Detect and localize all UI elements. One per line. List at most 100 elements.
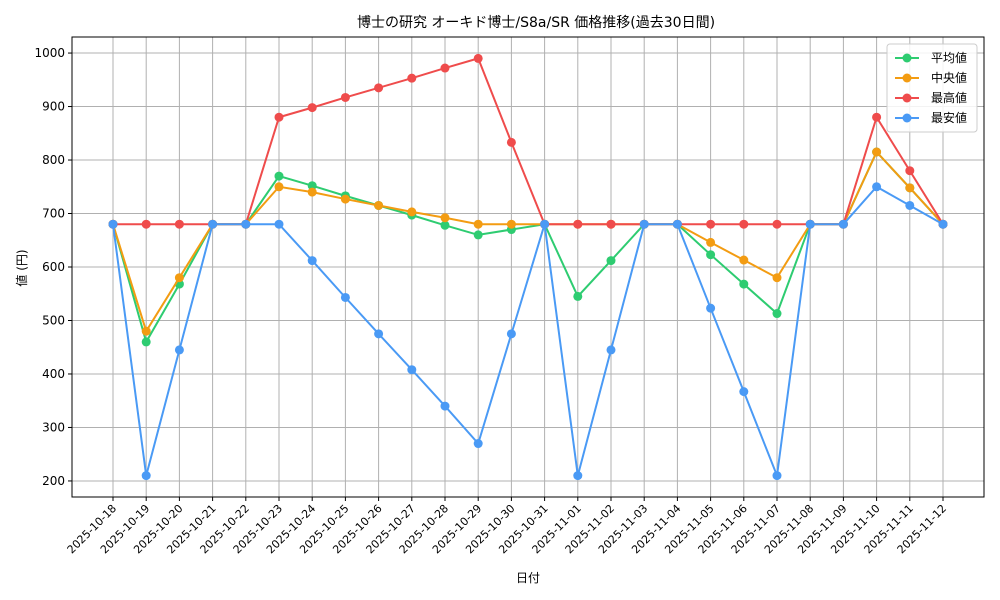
data-point (739, 255, 749, 265)
data-point (838, 219, 848, 229)
series-line (112, 150, 944, 345)
data-point (174, 219, 184, 229)
data-point (606, 345, 616, 355)
data-point (374, 83, 384, 93)
data-point (241, 219, 251, 229)
data-point (573, 219, 583, 229)
data-point (473, 219, 483, 229)
legend-label: 平均値 (931, 50, 967, 65)
data-point (407, 73, 417, 83)
data-point (573, 471, 583, 481)
data-point (274, 112, 284, 122)
legend-swatch-marker (902, 73, 912, 83)
series-line (112, 150, 944, 334)
grid (72, 37, 984, 497)
data-point (805, 219, 815, 229)
legend-swatch-marker (902, 113, 912, 123)
y-axis: 200 300 400 500 600 700 800 900 1000 (34, 46, 72, 488)
data-point (672, 219, 682, 229)
data-point (307, 181, 317, 191)
data-point (340, 292, 350, 302)
data-point (706, 237, 716, 247)
data-point (739, 279, 749, 289)
data-point (905, 183, 915, 193)
data-point (772, 273, 782, 283)
y-tick-label: 700 (42, 207, 65, 221)
legend-box (886, 43, 978, 133)
data-point (706, 250, 716, 260)
data-point (440, 401, 450, 411)
y-tick-label: 500 (42, 313, 65, 327)
data-point (473, 230, 483, 240)
data-point (473, 439, 483, 449)
chart-title: 博士の研究 オーキド博士/S8a/SR 価格推移(過去30日間) (357, 14, 715, 31)
y-tick-label: 300 (42, 420, 65, 434)
data-point (141, 471, 151, 481)
y-tick-label: 800 (42, 153, 65, 167)
data-point (141, 337, 151, 347)
data-point (872, 182, 882, 192)
data-point (440, 213, 450, 223)
series-2 (108, 53, 948, 229)
legend-swatch-marker (902, 93, 912, 103)
data-point (506, 329, 516, 339)
data-point (872, 147, 882, 157)
data-point (639, 219, 649, 229)
data-point (274, 219, 284, 229)
data-point (407, 365, 417, 375)
series-line (113, 57, 944, 226)
data-point (440, 220, 450, 230)
data-point (274, 182, 284, 192)
y-tick-label: 200 (42, 474, 65, 488)
data-point (307, 256, 317, 266)
data-point (706, 219, 716, 229)
series-3 (108, 182, 948, 481)
data-point (905, 200, 915, 210)
data-point (141, 326, 151, 336)
legend-swatch-marker (902, 53, 912, 63)
data-point (340, 92, 350, 102)
data-point (872, 112, 882, 122)
data-point (141, 219, 151, 229)
x-axis: 2025-10-182025-10-192025-10-202025-10-21… (65, 497, 949, 556)
data-point (606, 219, 616, 229)
y-tick-label: 900 (42, 100, 65, 114)
data-point (772, 309, 782, 319)
data-point (340, 194, 350, 204)
data-point (307, 103, 317, 113)
series-1 (108, 147, 948, 336)
data-point (739, 219, 749, 229)
legend-label: 中央値 (931, 70, 967, 85)
data-point (108, 219, 118, 229)
series-group (108, 53, 948, 481)
data-point (772, 471, 782, 481)
data-point (573, 291, 583, 301)
data-point (374, 329, 384, 339)
series-0 (108, 147, 948, 347)
legend-label: 最高値 (931, 90, 967, 105)
data-point (938, 219, 948, 229)
data-point (706, 303, 716, 313)
data-point (506, 219, 516, 229)
data-point (739, 387, 749, 397)
data-point (174, 273, 184, 283)
data-point (540, 219, 550, 229)
y-axis-label: 値 (円) (14, 249, 29, 286)
data-point (606, 256, 616, 266)
data-point (506, 137, 516, 147)
data-point (174, 345, 184, 355)
series-line (112, 185, 944, 480)
data-point (274, 171, 284, 181)
data-point (208, 219, 218, 229)
data-point (772, 219, 782, 229)
data-point (440, 63, 450, 73)
y-tick-label: 1000 (34, 46, 65, 60)
data-point (407, 207, 417, 217)
data-point (905, 166, 915, 176)
legend-label: 最安値 (931, 110, 967, 125)
y-tick-label: 400 (42, 367, 65, 381)
x-axis-label: 日付 (516, 571, 540, 585)
data-point (307, 187, 317, 197)
